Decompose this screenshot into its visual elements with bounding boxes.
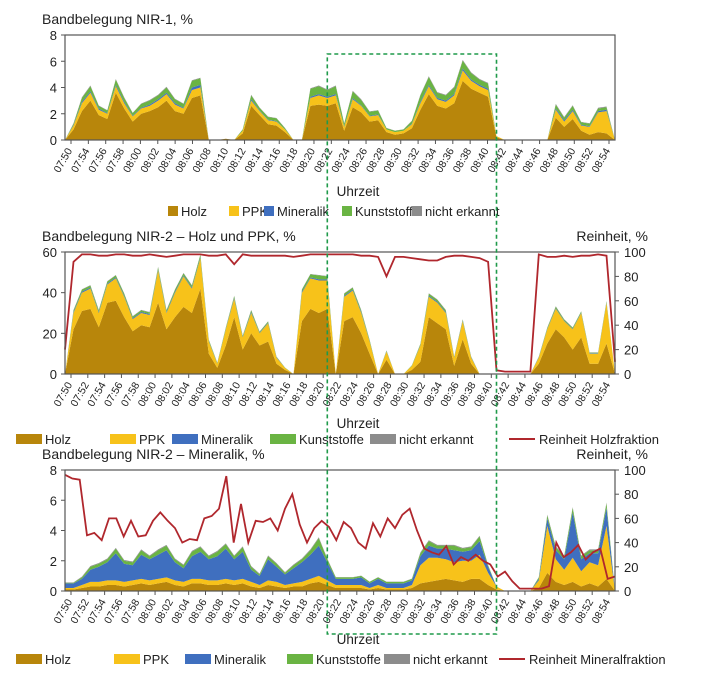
x-axis-title: Uhrzeit (337, 416, 380, 431)
y-tick-label: 0 (50, 367, 57, 382)
y2-tick-label: 0 (624, 367, 631, 382)
area-ppk (65, 526, 615, 591)
chart-3: Bandbelegung NIR-2 – Mineralik, % Reinhei… (16, 446, 666, 667)
legend-label: Mineralik (277, 204, 330, 219)
x-axis-title: Uhrzeit (337, 632, 380, 647)
legend-swatch (412, 206, 422, 216)
y-tick-label: 8 (50, 28, 57, 43)
legend-label: PPK (242, 204, 268, 219)
legend-swatch (342, 206, 352, 216)
right-axis-title: Reinheit, % (576, 446, 648, 462)
area-kunststoffe (65, 60, 615, 140)
y2-tick-label: 60 (624, 294, 638, 309)
area-holz (65, 80, 615, 140)
y2-tick-label: 20 (624, 343, 638, 358)
y-tick-label: 60 (43, 245, 57, 260)
y2-tick-label: 80 (624, 269, 638, 284)
y2-tick-label: 100 (624, 245, 646, 260)
y2-tick-label: 80 (624, 487, 638, 502)
legend-swatch (168, 206, 178, 216)
x-tick-label: 08:54 (590, 146, 614, 175)
y-tick-label: 6 (50, 54, 57, 69)
legend-swatch (287, 654, 313, 664)
legend-label: Kunststoffe (355, 204, 420, 219)
legend-swatch (172, 434, 198, 444)
y-tick-label: 2 (50, 554, 57, 569)
legend-swatch (114, 654, 140, 664)
legend-label: Mineralik (214, 652, 267, 667)
area-mineralik (65, 68, 615, 140)
y2-tick-label: 40 (624, 318, 638, 333)
reinheit-line (64, 253, 616, 373)
legend-label: nicht erkannt (425, 204, 500, 219)
highlight-box (326, 53, 498, 635)
legend-swatch (229, 206, 239, 216)
legend-label: Reinheit Mineralfraktion (529, 652, 666, 667)
y-tick-label: 0 (50, 584, 57, 599)
chart-title: Bandbelegung NIR-2 – Holz und PPK, % (42, 228, 296, 244)
legend-label: Holz (45, 652, 71, 667)
legend-label: Holz (181, 204, 207, 219)
legend-swatch (264, 206, 274, 216)
y-tick-label: 40 (43, 286, 57, 301)
legend-label: Kunststoffe (299, 432, 364, 447)
area-ppk (65, 258, 615, 374)
right-axis-title: Reinheit, % (576, 228, 648, 244)
legend-label: nicht erkannt (399, 432, 474, 447)
legend-label: Holz (45, 432, 71, 447)
chart-title: Bandbelegung NIR-1, % (42, 11, 193, 27)
legend: Holz PPK Mineralik Kunststoffe nicht erkannt (168, 204, 500, 219)
legend-label: Mineralik (201, 432, 254, 447)
y-tick-label: 4 (50, 524, 57, 539)
y-tick-label: 2 (50, 107, 57, 122)
area-mineralik (65, 507, 615, 591)
y2-tick-label: 100 (624, 463, 646, 478)
legend-swatch (185, 654, 211, 664)
y-tick-label: 4 (50, 81, 57, 96)
area-ppk (65, 70, 615, 140)
area-holz (65, 572, 615, 591)
legend-swatch (370, 434, 396, 444)
legend-label: Reinheit Holzfraktion (539, 432, 659, 447)
y-tick-label: 0 (50, 133, 57, 148)
legend-swatch (110, 434, 136, 444)
y2-tick-label: 60 (624, 511, 638, 526)
legend-label: PPK (143, 652, 169, 667)
legend: Holz PPK Mineralik Kunststoffe nicht erkannt… (16, 432, 659, 447)
legend-swatch (270, 434, 296, 444)
legend-label: nicht erkannt (413, 652, 488, 667)
legend-swatch (384, 654, 410, 664)
x-axis-title: Uhrzeit (337, 184, 380, 199)
chart-title: Bandbelegung NIR-2 – Mineralik, % (42, 446, 265, 462)
y-tick-label: 8 (50, 463, 57, 478)
reinheit-line (64, 473, 616, 590)
chart-2: Bandbelegung NIR-2 – Holz und PPK, % Rein… (16, 228, 659, 447)
legend-swatch (16, 654, 42, 664)
legend-swatch (16, 434, 42, 444)
y2-tick-label: 0 (624, 584, 631, 599)
y2-tick-label: 40 (624, 536, 638, 551)
chart-1: Bandbelegung NIR-1, %0246807:5007:5407:5… (42, 11, 616, 219)
y-tick-label: 6 (50, 493, 57, 508)
area-holz (65, 288, 615, 374)
legend-label: Kunststoffe (316, 652, 381, 667)
y-tick-label: 20 (43, 326, 57, 341)
legend-label: PPK (139, 432, 165, 447)
y2-tick-label: 20 (624, 560, 638, 575)
legend: Holz PPK Mineralik Kunststoffe nicht erkannt… (16, 652, 666, 667)
